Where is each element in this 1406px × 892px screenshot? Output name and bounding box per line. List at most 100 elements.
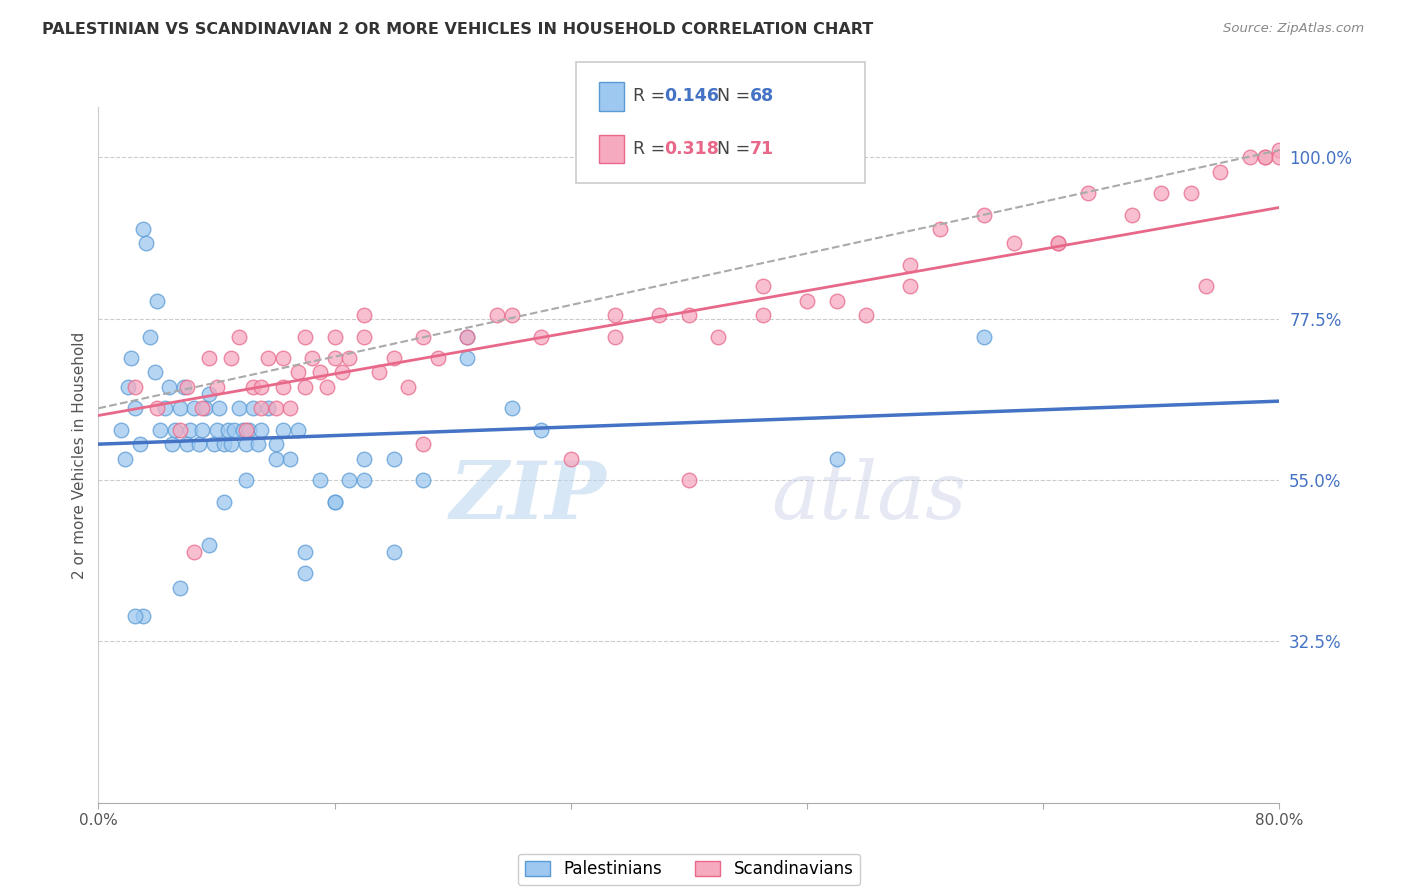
Point bbox=[353, 451, 375, 466]
Point bbox=[146, 401, 169, 416]
Point bbox=[427, 351, 450, 365]
Point bbox=[153, 401, 176, 416]
Point bbox=[382, 545, 405, 559]
Point bbox=[232, 423, 254, 437]
Point bbox=[530, 423, 553, 437]
Point bbox=[1254, 150, 1277, 164]
Point bbox=[751, 279, 773, 293]
Point bbox=[605, 329, 627, 343]
Point bbox=[183, 401, 205, 416]
Point bbox=[1254, 150, 1277, 164]
Point bbox=[143, 366, 166, 380]
Point bbox=[825, 293, 848, 308]
Point bbox=[228, 329, 250, 343]
Point bbox=[194, 401, 217, 416]
Text: 0.318: 0.318 bbox=[664, 140, 718, 158]
Point bbox=[323, 494, 346, 508]
Point bbox=[1077, 186, 1099, 200]
Point bbox=[191, 401, 214, 416]
Point bbox=[162, 437, 183, 451]
Point bbox=[124, 380, 146, 394]
Point bbox=[165, 423, 187, 437]
Point bbox=[264, 437, 287, 451]
Point bbox=[855, 308, 877, 322]
Point bbox=[796, 293, 818, 308]
Point bbox=[202, 437, 225, 451]
Point bbox=[128, 437, 150, 451]
Text: atlas: atlas bbox=[772, 458, 967, 535]
Point bbox=[530, 329, 553, 343]
Point bbox=[191, 423, 214, 437]
Point bbox=[221, 437, 243, 451]
Point bbox=[212, 494, 235, 508]
Point bbox=[456, 329, 478, 343]
Point bbox=[287, 423, 309, 437]
Point bbox=[973, 208, 995, 222]
Point bbox=[169, 423, 191, 437]
Point bbox=[205, 423, 228, 437]
Point bbox=[169, 401, 191, 416]
Y-axis label: 2 or more Vehicles in Household: 2 or more Vehicles in Household bbox=[72, 331, 87, 579]
Point bbox=[1268, 143, 1291, 157]
Point bbox=[486, 308, 509, 322]
Point bbox=[176, 437, 198, 451]
Point bbox=[271, 351, 294, 365]
Point bbox=[110, 423, 132, 437]
Point bbox=[179, 423, 201, 437]
Point bbox=[501, 308, 523, 322]
Point bbox=[339, 473, 360, 487]
Point bbox=[198, 538, 221, 552]
Point bbox=[323, 329, 346, 343]
Point bbox=[187, 437, 209, 451]
Point bbox=[323, 494, 346, 508]
Point bbox=[309, 366, 332, 380]
Point bbox=[120, 351, 142, 365]
Point bbox=[294, 380, 316, 394]
Point bbox=[139, 329, 162, 343]
Point bbox=[250, 380, 273, 394]
Point bbox=[1046, 236, 1069, 251]
Point bbox=[751, 308, 773, 322]
Point bbox=[1046, 236, 1069, 251]
Point bbox=[271, 423, 294, 437]
Point bbox=[235, 423, 257, 437]
Point bbox=[176, 380, 198, 394]
Text: 68: 68 bbox=[749, 87, 773, 105]
Point bbox=[1002, 236, 1025, 251]
Point bbox=[132, 222, 155, 236]
Point bbox=[678, 308, 700, 322]
Point bbox=[124, 609, 146, 624]
Text: Source: ZipAtlas.com: Source: ZipAtlas.com bbox=[1223, 22, 1364, 36]
Text: N =: N = bbox=[706, 140, 755, 158]
Point bbox=[900, 279, 922, 293]
Point bbox=[560, 451, 582, 466]
Point bbox=[198, 387, 221, 401]
Point bbox=[825, 451, 848, 466]
Point bbox=[456, 351, 478, 365]
Point bbox=[1121, 208, 1143, 222]
Point bbox=[246, 437, 269, 451]
Point bbox=[648, 308, 671, 322]
Point bbox=[309, 473, 332, 487]
Point bbox=[330, 366, 353, 380]
Point bbox=[183, 545, 205, 559]
Point bbox=[117, 380, 139, 394]
Point bbox=[1209, 164, 1232, 178]
Text: 0.146: 0.146 bbox=[664, 87, 718, 105]
Point bbox=[605, 308, 627, 322]
Point bbox=[114, 451, 136, 466]
Point bbox=[208, 401, 231, 416]
Point bbox=[205, 380, 228, 394]
Point bbox=[316, 380, 339, 394]
Point bbox=[353, 329, 375, 343]
Point bbox=[301, 351, 323, 365]
Point bbox=[1150, 186, 1173, 200]
Point bbox=[928, 222, 950, 236]
Point bbox=[501, 401, 523, 416]
Point bbox=[678, 473, 700, 487]
Point bbox=[135, 236, 157, 251]
Text: PALESTINIAN VS SCANDINAVIAN 2 OR MORE VEHICLES IN HOUSEHOLD CORRELATION CHART: PALESTINIAN VS SCANDINAVIAN 2 OR MORE VE… bbox=[42, 22, 873, 37]
Point bbox=[412, 473, 434, 487]
Point bbox=[396, 380, 419, 394]
Point bbox=[353, 473, 375, 487]
